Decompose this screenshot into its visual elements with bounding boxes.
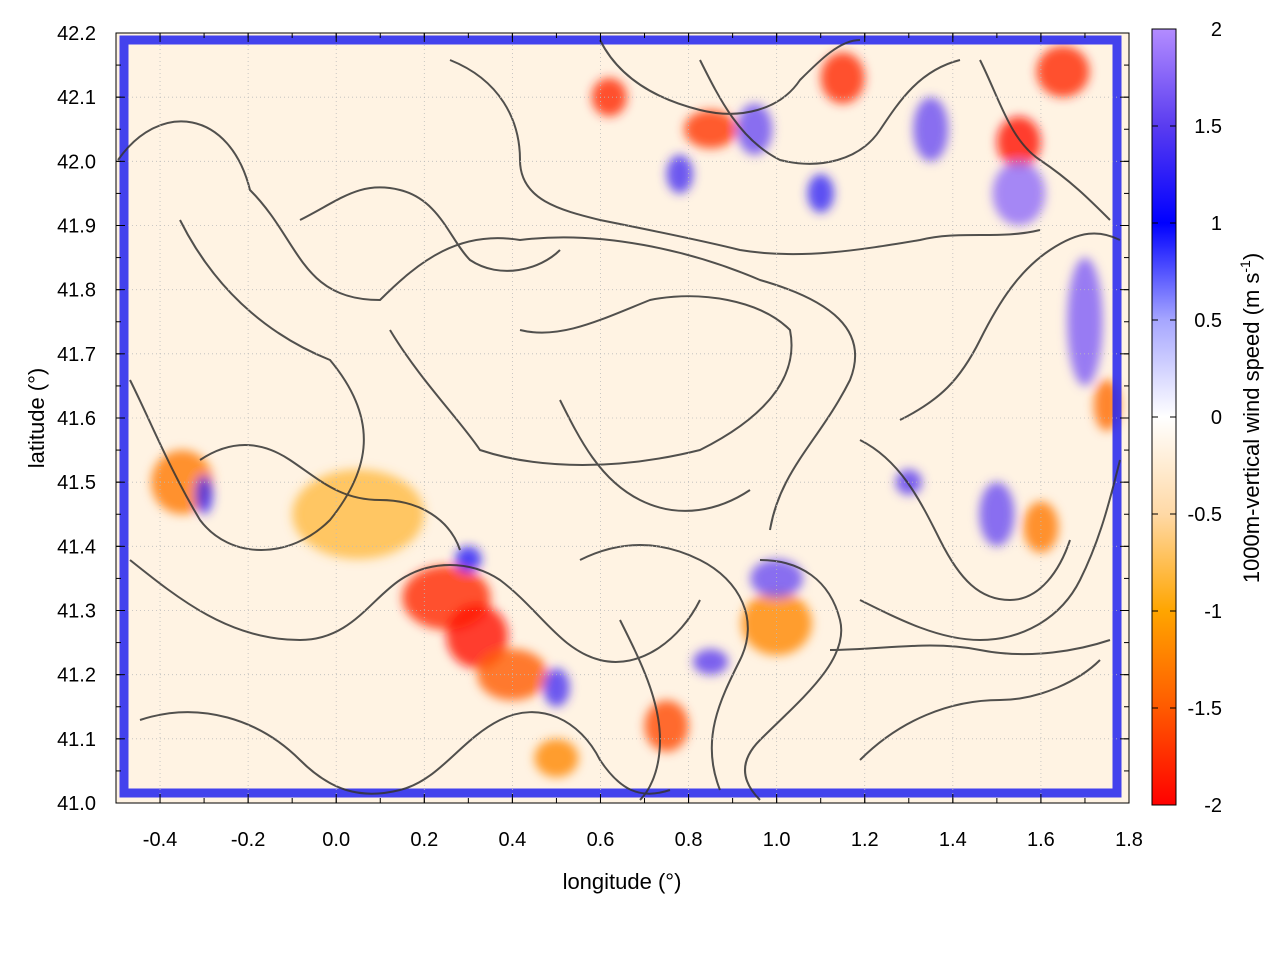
downdraft-region — [591, 77, 627, 117]
downdraft-region — [1023, 501, 1059, 553]
updraft-region — [692, 649, 729, 675]
contour-line — [979, 59, 1111, 221]
x-tick-label: 1.4 — [939, 829, 967, 851]
y-tick-label: 42.2 — [57, 23, 96, 45]
downdraft-region — [534, 738, 579, 778]
contour-line — [559, 399, 751, 512]
colorbar-tick-label: 0.5 — [1194, 310, 1222, 332]
updraft-region — [543, 668, 570, 707]
contour-line — [859, 659, 1101, 761]
contour-line — [139, 711, 671, 795]
colorbar-tick-label: 0 — [1211, 407, 1222, 429]
updraft-region — [979, 482, 1015, 547]
contour-line — [389, 295, 793, 466]
downdraft-region — [684, 110, 738, 149]
downdraft-region — [644, 700, 689, 752]
y-tick-label: 41.4 — [57, 536, 96, 558]
colorbar-tick-label: -2 — [1204, 795, 1222, 817]
x-tick-label: 1.2 — [851, 829, 879, 851]
colorbar-tick-label: 1 — [1211, 213, 1222, 235]
updraft-region — [807, 174, 834, 213]
updraft-region — [195, 475, 213, 515]
contour-line — [199, 444, 461, 551]
updraft-region — [666, 154, 693, 194]
y-tick-label: 41.9 — [57, 216, 96, 238]
colorbar-label: 1000m-vertical wind speed (m s-1) — [1237, 253, 1264, 583]
updraft-region — [1067, 257, 1103, 386]
contour-line — [129, 559, 701, 663]
downdraft-region — [292, 469, 425, 560]
x-tick-label: 0.8 — [675, 829, 703, 851]
colorbar-label-end: ) — [1239, 253, 1264, 260]
contour-line — [859, 459, 1121, 642]
downdraft-region — [996, 116, 1041, 168]
axis-ticks: -0.4 -0.2 0.0 0.2 0.4 0.6 0.8 1.0 1.2 1.4 1.6 1.8 41… — [57, 23, 1143, 851]
downdraft-region — [820, 52, 865, 104]
y-tick-label: 41.3 — [57, 601, 96, 623]
x-tick-label: 0.2 — [410, 829, 438, 851]
x-axis-label: longitude (°) — [563, 869, 682, 894]
contour-line — [299, 186, 561, 272]
y-tick-label: 41.5 — [57, 472, 96, 494]
x-tick-label: 1.6 — [1027, 829, 1055, 851]
contour-line — [579, 544, 749, 791]
contour-line — [744, 559, 843, 801]
colorbar-label-sup: -1 — [1237, 260, 1253, 273]
y-tick-label: 41.2 — [57, 665, 96, 687]
updraft-region — [737, 103, 773, 155]
domain-boundary — [119, 35, 1122, 798]
updraft-region — [913, 97, 949, 162]
contour-line — [449, 59, 1041, 256]
y-tick-label: 41.1 — [57, 729, 96, 751]
contour-line — [599, 39, 861, 115]
y-tick-label: 41.0 — [57, 793, 96, 815]
x-tick-label: -0.2 — [231, 829, 265, 851]
downdraft-region — [1036, 45, 1090, 98]
plot-background — [116, 33, 1129, 803]
contour-line — [129, 219, 365, 551]
x-tick-label: -0.4 — [143, 829, 177, 851]
x-tick-label: 1.8 — [1115, 829, 1143, 851]
x-tick-label: 1.0 — [763, 829, 791, 851]
contour-line — [859, 439, 1071, 602]
colorbar-tick-label: -1 — [1204, 601, 1222, 623]
colorbar-ticks: -2 -1.5 -1 -0.5 0 0.5 1 1.5 2 — [1152, 19, 1222, 817]
y-tick-label: 41.7 — [57, 344, 96, 366]
downdraft-region — [741, 591, 812, 656]
contour-line — [899, 232, 1121, 421]
colorbar-tick-label: -0.5 — [1188, 504, 1222, 526]
y-axis-label: latitude (°) — [24, 368, 49, 469]
y-tick-label: 42.0 — [57, 151, 96, 173]
x-tick-label: 0.4 — [498, 829, 526, 851]
colorbar-tick-label: 1.5 — [1194, 116, 1222, 138]
updraft-region — [992, 161, 1046, 226]
contour-line — [619, 619, 662, 801]
colorbar-tick-label: 2 — [1211, 19, 1222, 41]
x-tick-label: 0.0 — [322, 829, 350, 851]
colorbar-label-main: 1000m-vertical wind speed (m s — [1239, 273, 1264, 584]
downdraft-region — [446, 604, 508, 669]
x-tick-label: 0.6 — [587, 829, 615, 851]
y-tick-label: 41.6 — [57, 408, 96, 430]
y-tick-label: 42.1 — [57, 87, 96, 109]
y-tick-label: 41.8 — [57, 280, 96, 302]
colorbar-tick-label: -1.5 — [1188, 698, 1222, 720]
updraft-region — [750, 559, 804, 598]
contour-line — [829, 639, 1111, 656]
